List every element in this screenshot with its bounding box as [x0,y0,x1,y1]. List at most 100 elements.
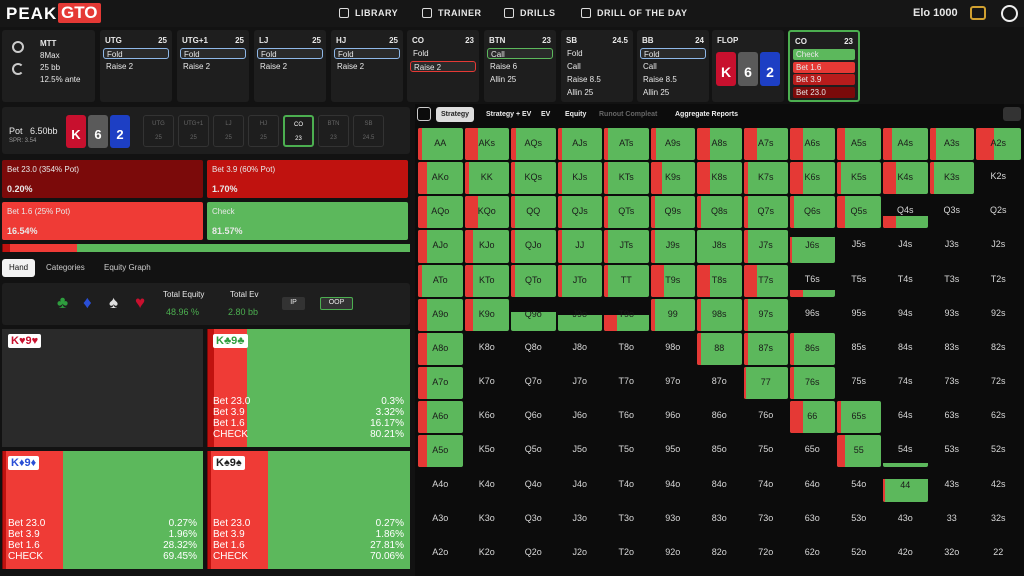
range-cell[interactable]: T4s [883,265,928,297]
range-cell[interactable]: A4s [883,128,928,161]
range-cell[interactable]: T3s [930,265,975,297]
range-cell[interactable]: 42s [976,470,1021,502]
range-cell[interactable]: 76s [790,367,835,400]
range-cell[interactable]: 85s [837,333,882,365]
range-cell[interactable]: T8o [604,333,649,365]
range-cell[interactable]: J7s [743,230,788,263]
range-cell[interactable]: 32s [976,504,1021,536]
range-cell[interactable]: 94s [883,299,928,331]
range-cell[interactable]: QJs [557,196,602,229]
range-cell[interactable]: 76o [744,401,789,433]
range-cell[interactable]: ATo [418,264,463,297]
range-cell[interactable]: 53o [837,504,882,536]
range-cell[interactable]: K8o [465,333,510,365]
range-cell[interactable]: 84o [697,470,742,502]
range-cell[interactable]: 62s [976,401,1021,433]
range-cell[interactable]: K6o [465,401,510,433]
range-cell[interactable]: 55 [836,435,881,468]
report-tab[interactable]: Runout Compleat [599,111,658,118]
range-cell[interactable]: Q8o [511,333,556,365]
range-cell[interactable]: 92s [976,299,1021,331]
range-cell[interactable]: K5s [836,162,881,195]
range-cell[interactable]: T7o [604,367,649,399]
range-cell[interactable]: KTs [604,162,649,195]
action-option[interactable]: Raise 2 [410,61,476,72]
action-option[interactable]: Raise 2 [337,62,365,71]
range-cell[interactable]: A2o [418,538,463,570]
range-cell[interactable]: 87o [697,367,742,399]
action-option[interactable]: Fold [180,48,246,59]
chat-icon[interactable] [970,6,986,20]
range-cell[interactable]: AJo [418,230,463,263]
range-cell[interactable]: J8o [558,333,603,365]
range-cell[interactable]: T9o [604,299,649,331]
range-cell[interactable]: 53s [930,435,975,467]
range-cell[interactable]: JTo [557,264,602,297]
range-cell[interactable]: 32o [930,538,975,570]
range-cell[interactable]: Q3s [930,196,975,228]
range-cell[interactable]: J7o [558,367,603,399]
suit-filter[interactable]: ♦ [83,293,92,312]
range-cell[interactable]: 97s [743,298,788,331]
range-cell[interactable]: 98s [697,298,742,331]
range-cell[interactable]: T3o [604,504,649,536]
range-cell[interactable]: J6o [558,401,603,433]
tab[interactable]: Hand [2,259,36,277]
range-cell[interactable]: JTs [604,230,649,263]
range-cell[interactable]: Q6s [790,196,835,229]
range-cell[interactable]: 72o [744,538,789,570]
range-cell[interactable]: 64o [790,470,835,502]
range-cell[interactable]: KJo [464,230,509,263]
range-cell[interactable]: 98o [651,333,696,365]
range-cell[interactable]: 92o [651,538,696,570]
range-cell[interactable]: 63s [930,401,975,433]
range-cell[interactable]: J4s [883,230,928,262]
range-cell[interactable]: A2s [976,128,1021,161]
nav-item[interactable]: DRILLS [520,8,556,18]
range-cell[interactable]: Q8s [697,196,742,229]
range-cell[interactable]: 66 [790,401,835,434]
mini-position[interactable]: LJ 25 [213,115,244,147]
position-card[interactable]: SB 24.5 Fold Call Raise 8.5 Allin 25 [561,30,633,102]
range-cell[interactable]: 73o [744,504,789,536]
mini-position[interactable]: UTG 25 [143,115,174,147]
range-cell[interactable]: 86s [790,332,835,366]
mini-position[interactable]: CO 23 [283,115,314,147]
range-cell[interactable]: KQo [464,196,509,229]
action-box[interactable]: Bet 23.0 (354% Pot) 0.20% [2,160,203,198]
range-cell[interactable]: 94o [651,470,696,502]
action-option[interactable]: Bet 3.9 [793,74,855,85]
range-cell[interactable]: 83s [930,333,975,365]
action-option[interactable]: Call [487,48,553,59]
range-cell[interactable]: K9o [464,298,509,331]
range-cell[interactable]: 75o [744,435,789,467]
range-cell[interactable]: K7s [743,162,788,195]
range-cell[interactable]: Q7s [743,196,788,229]
range-cell[interactable]: K2o [465,538,510,570]
action-option[interactable]: Raise 6 [490,62,518,71]
range-cell[interactable]: Q4s [883,196,928,229]
range-cell[interactable]: A9o [418,298,463,331]
tab[interactable]: Equity Graph [104,263,151,272]
report-tab[interactable]: EV [541,111,551,118]
action-option[interactable]: Fold [334,48,400,59]
range-cell[interactable]: T5s [837,265,882,297]
nav-item[interactable]: TRAINER [438,8,482,18]
range-cell[interactable]: J6s [790,230,835,263]
position-card[interactable]: CO 23 Fold Raise 2 [407,30,479,102]
range-cell[interactable]: 93o [651,504,696,536]
range-cell[interactable]: 88 [697,332,742,366]
range-cell[interactable]: J3o [558,504,603,536]
range-cell[interactable]: AQs [511,128,556,161]
range-cell[interactable]: A8o [418,332,463,366]
range-cell[interactable]: TT [604,264,649,297]
range-cell[interactable]: 54o [837,470,882,502]
range-cell[interactable]: Q5s [836,196,881,229]
range-cell[interactable]: A5s [836,128,881,161]
range-cell[interactable]: A4o [418,470,463,502]
range-cell[interactable]: Q3o [511,504,556,536]
position-card[interactable]: BB 24 Fold Call Raise 8.5 Allin 25 [637,30,709,102]
range-cell[interactable]: K5o [465,435,510,467]
action-box[interactable]: Check 81.57% [207,202,408,240]
nav-item[interactable]: DRILL OF THE DAY [597,8,688,18]
